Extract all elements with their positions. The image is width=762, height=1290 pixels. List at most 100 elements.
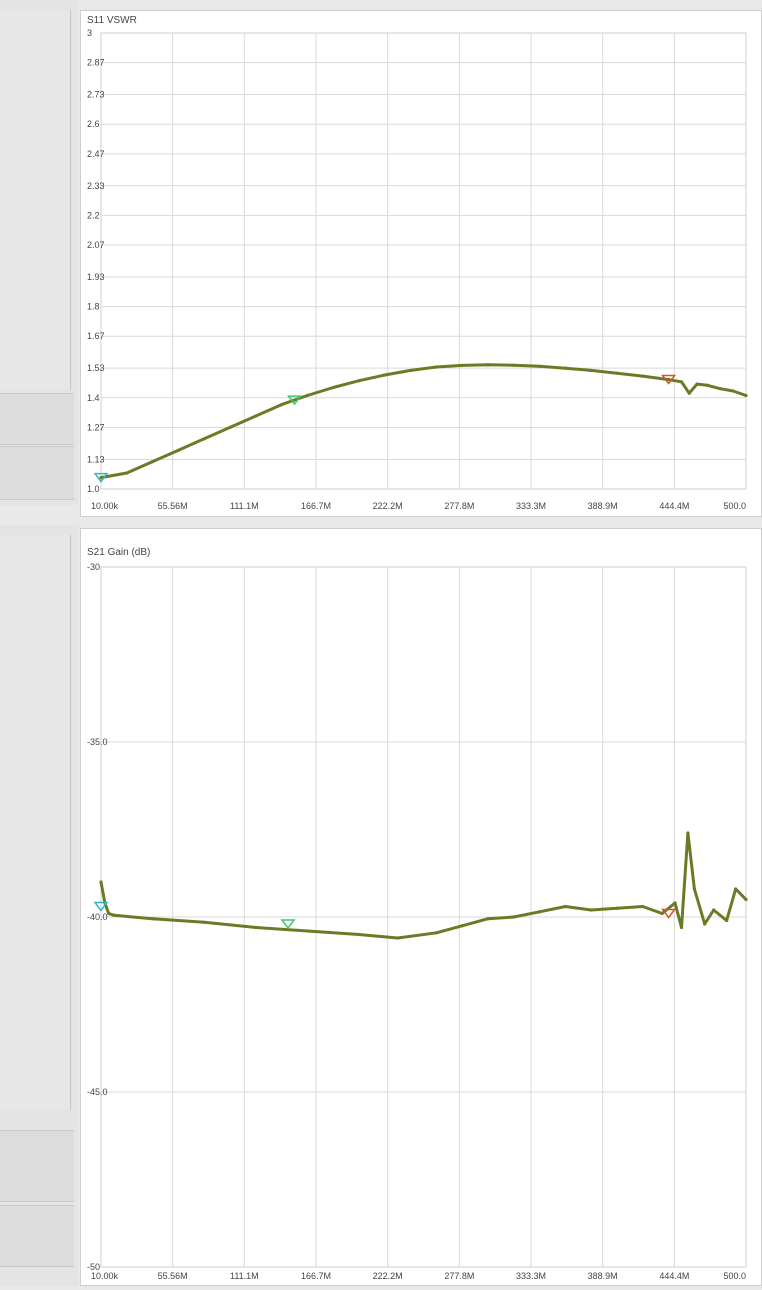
gain-marker-2[interactable] <box>280 919 296 930</box>
vswr-data-point <box>150 460 155 464</box>
gain-data-point <box>357 932 361 937</box>
gain-y-tick-label: -50 <box>87 1262 100 1272</box>
gain-data-point <box>254 925 258 930</box>
gain-data-point <box>692 887 696 891</box>
left-panel-top <box>0 0 78 505</box>
vswr-x-tick-label: 55.56M <box>158 501 188 511</box>
vswr-data-point <box>202 437 206 441</box>
vswr-y-tick-label: 3 <box>87 28 92 38</box>
left-panel-top-frame <box>0 10 71 390</box>
vswr-data-point <box>687 391 691 395</box>
left-panel-bottom-frame <box>0 535 71 1110</box>
gain-chart-panel: S21 Gain (dB) 10.00k 55.56M 111.1M 166.7M 222… <box>80 528 762 1286</box>
gain-data-point <box>396 936 400 940</box>
vswr-data-point <box>679 380 684 384</box>
vswr-data-point <box>434 365 438 369</box>
vswr-data-point <box>279 403 284 407</box>
gain-data-point <box>460 924 464 928</box>
gain-x-tick-label: 222.2M <box>373 1271 403 1281</box>
vswr-data-point <box>641 374 645 378</box>
gain-data-point <box>563 904 567 909</box>
vswr-data-point <box>460 363 464 368</box>
vswr-data-point <box>383 373 387 377</box>
gain-y-tick-label: -30 <box>87 562 100 572</box>
gain-x-tick-label: 166.7M <box>301 1271 331 1281</box>
gain-marker-3[interactable] <box>661 908 677 919</box>
gain-data-point <box>150 917 155 921</box>
vswr-trace-line <box>100 363 747 480</box>
vswr-data-point <box>615 371 619 375</box>
vswr-y-tick-label: 1.53 <box>87 363 105 373</box>
vswr-plot-area <box>100 32 747 490</box>
vswr-data-point <box>486 363 490 367</box>
vswr-data-point <box>125 471 129 475</box>
vswr-x-tick-label: 10.00k <box>91 501 119 511</box>
vswr-y-tick-label: 2.07 <box>87 240 105 250</box>
gain-x-tick-label: 444.4M <box>659 1271 689 1281</box>
vswr-y-tick-label: 2.73 <box>87 90 105 100</box>
left-panel-bottom <box>0 525 78 1286</box>
gain-data-point <box>615 906 619 910</box>
vswr-data-point <box>589 368 593 373</box>
gain-marker-1[interactable] <box>93 901 109 912</box>
gain-data-point <box>112 913 116 917</box>
vswr-marker-2[interactable] <box>286 395 302 406</box>
vswr-chart-title: S11 VSWR <box>87 15 137 26</box>
vswr-x-tick-label: 166.7M <box>301 501 331 511</box>
gain-data-point <box>712 908 716 912</box>
gain-data-point <box>202 920 206 924</box>
gain-data-point <box>686 831 690 835</box>
gain-data-point <box>744 897 748 902</box>
gain-data-point <box>486 917 490 921</box>
gain-data-point <box>107 911 111 916</box>
gain-data-point <box>305 929 309 933</box>
vswr-data-point <box>744 393 748 398</box>
gain-x-tick-label: 333.3M <box>516 1271 546 1281</box>
gain-data-point <box>512 915 516 919</box>
vswr-data-point <box>537 364 542 368</box>
gain-data-point <box>537 910 542 914</box>
gain-y-tick-label: -40.0 <box>87 912 108 922</box>
vswr-marker-1[interactable] <box>93 472 109 483</box>
gain-x-tick-label: 10.00k <box>91 1271 119 1281</box>
vswr-data-point <box>563 366 567 370</box>
vswr-data-point <box>254 414 258 418</box>
vswr-x-tick-label: 388.9M <box>588 501 618 511</box>
gain-data-point <box>99 880 103 884</box>
gain-x-tick-label: 388.9M <box>588 1271 618 1281</box>
vswr-data-point <box>305 393 309 398</box>
gain-x-tick-label: 55.56M <box>158 1271 188 1281</box>
vswr-data-point <box>731 389 735 393</box>
vswr-chart-panel: S11 VSWR 10.00k 55.56M 111.1M 166.7M 222.2M 27… <box>80 10 762 517</box>
gain-data-point <box>703 922 707 926</box>
gain-y-tick-label: -45.0 <box>87 1087 108 1097</box>
vswr-data-point <box>695 382 699 386</box>
gain-x-tick-label: 111.1M <box>230 1271 259 1281</box>
vswr-x-tick-label: 222.2M <box>373 501 403 511</box>
gain-data-point <box>734 887 738 891</box>
vswr-data-point <box>705 383 709 387</box>
vswr-x-tick-label: 333.3M <box>516 501 546 511</box>
vswr-y-tick-label: 2.87 <box>87 58 105 68</box>
vswr-data-point <box>357 379 361 383</box>
gain-chart: S21 Gain (dB) 10.00k 55.56M 111.1M 166.7M 222… <box>87 547 748 1281</box>
left-panel-bottom-block-1 <box>0 1130 74 1202</box>
vswr-y-tick-label: 1.67 <box>87 331 105 341</box>
left-panel-top-block-2 <box>0 446 74 500</box>
vswr-x-tick-label: 111.1M <box>230 501 259 511</box>
vswr-y-tick-label: 1.93 <box>87 272 105 282</box>
gain-data-point <box>673 901 677 905</box>
vswr-data-point <box>99 476 103 480</box>
vswr-marker-3[interactable] <box>661 374 677 385</box>
vswr-data-point <box>718 387 722 391</box>
vswr-y-tick-label: 1.0 <box>87 484 100 494</box>
gain-x-tick-label: 277.8M <box>444 1271 474 1281</box>
gain-data-point <box>660 911 664 916</box>
vswr-x-tick-label: 444.4M <box>659 501 689 511</box>
gain-data-point <box>679 925 684 930</box>
vswr-data-point <box>408 368 413 373</box>
left-panel-top-block-1 <box>0 393 74 445</box>
vswr-data-point <box>666 377 671 382</box>
vswr-y-tick-label: 2.6 <box>87 119 100 129</box>
gain-x-tick-label: 500.0 <box>723 1271 746 1281</box>
